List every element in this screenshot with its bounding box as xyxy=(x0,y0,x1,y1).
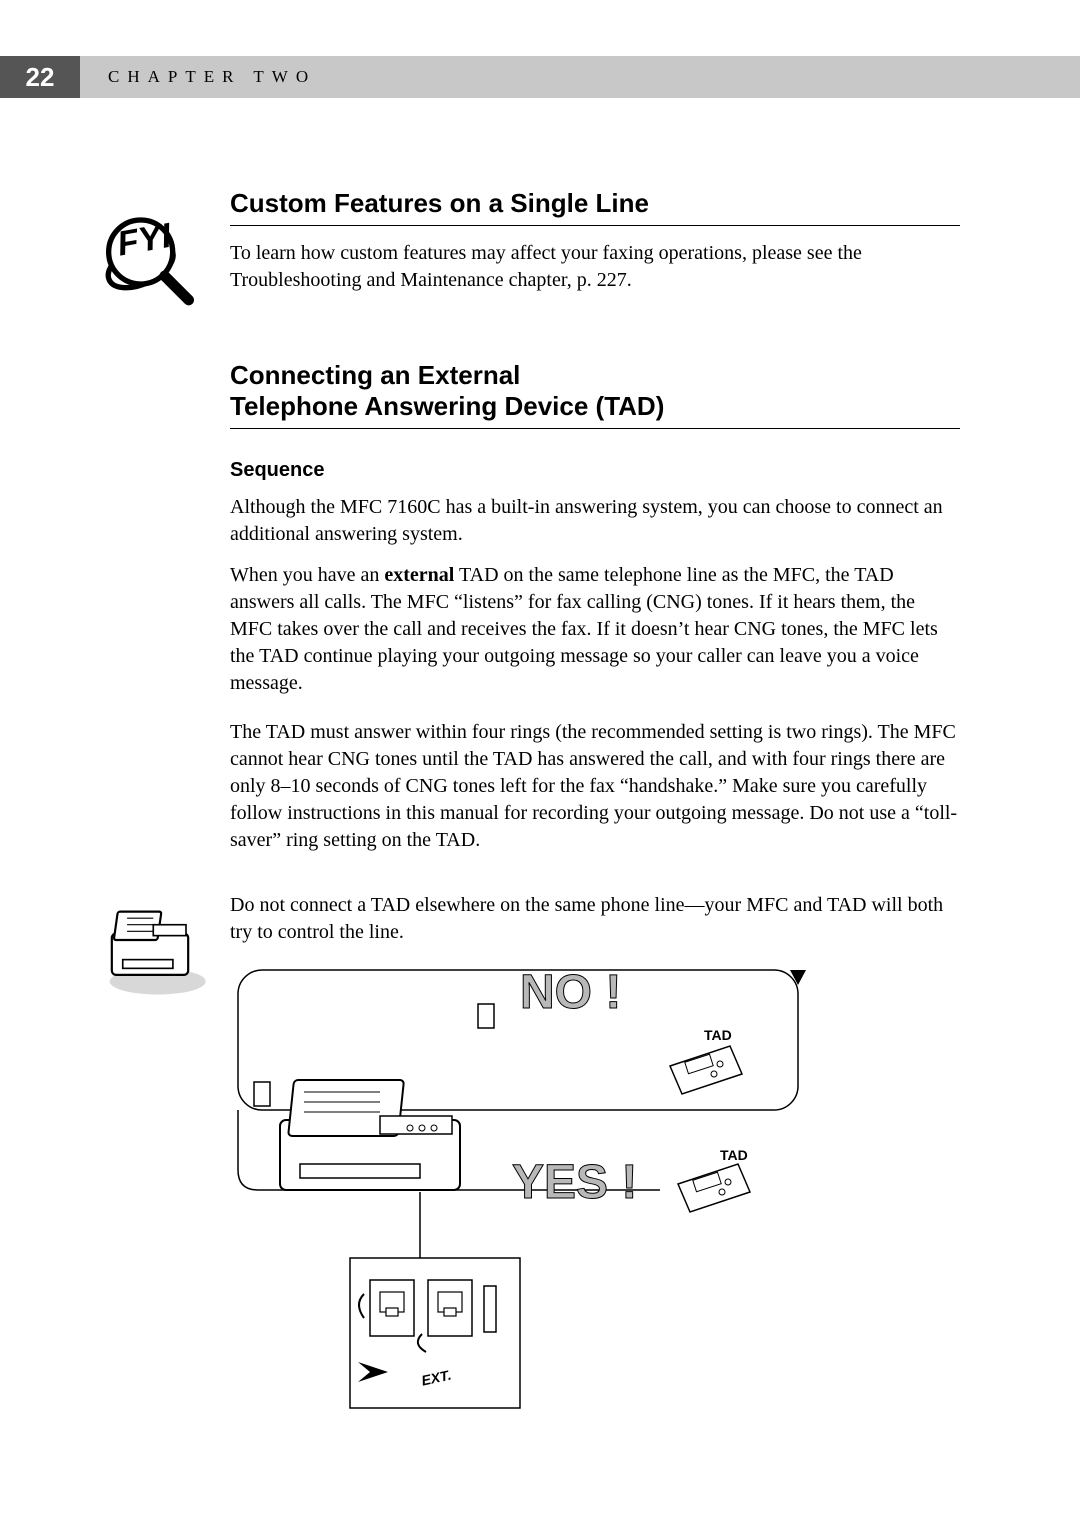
svg-text:YES !: YES ! xyxy=(512,1156,637,1209)
section2-para1: Although the MFC 7160C has a built-in an… xyxy=(230,494,960,548)
printer-side-icon xyxy=(90,892,210,1006)
section2-para3: The TAD must answer within four rings (t… xyxy=(230,719,960,854)
para2-bold: external xyxy=(384,564,454,586)
section2-para2: When you have an external TAD on the sam… xyxy=(230,562,960,697)
section2-para4: Do not connect a TAD elsewhere on the sa… xyxy=(230,892,960,946)
tad-label-2: TAD xyxy=(720,1147,748,1163)
section1-title: Custom Features on a Single Line xyxy=(230,188,960,226)
header-bar: 22 CHAPTER TWO xyxy=(0,56,1080,98)
svg-text:NO !: NO ! xyxy=(520,966,621,1019)
section2-title-line1: Connecting an External xyxy=(230,361,960,391)
section1-para1: To learn how custom features may affect … xyxy=(230,240,960,294)
para2-part-a: When you have an xyxy=(230,564,384,586)
section2-title-line2: Telephone Answering Device (TAD) xyxy=(230,391,960,429)
section2-subhead: Sequence xyxy=(230,459,960,482)
fyi-icon: FYI xyxy=(90,188,210,313)
chapter-label: CHAPTER TWO xyxy=(108,67,316,87)
page-number: 22 xyxy=(0,56,80,98)
tad-label-1: TAD xyxy=(704,1027,732,1043)
connection-diagram: NO ! NO ! TAD xyxy=(230,960,960,1425)
